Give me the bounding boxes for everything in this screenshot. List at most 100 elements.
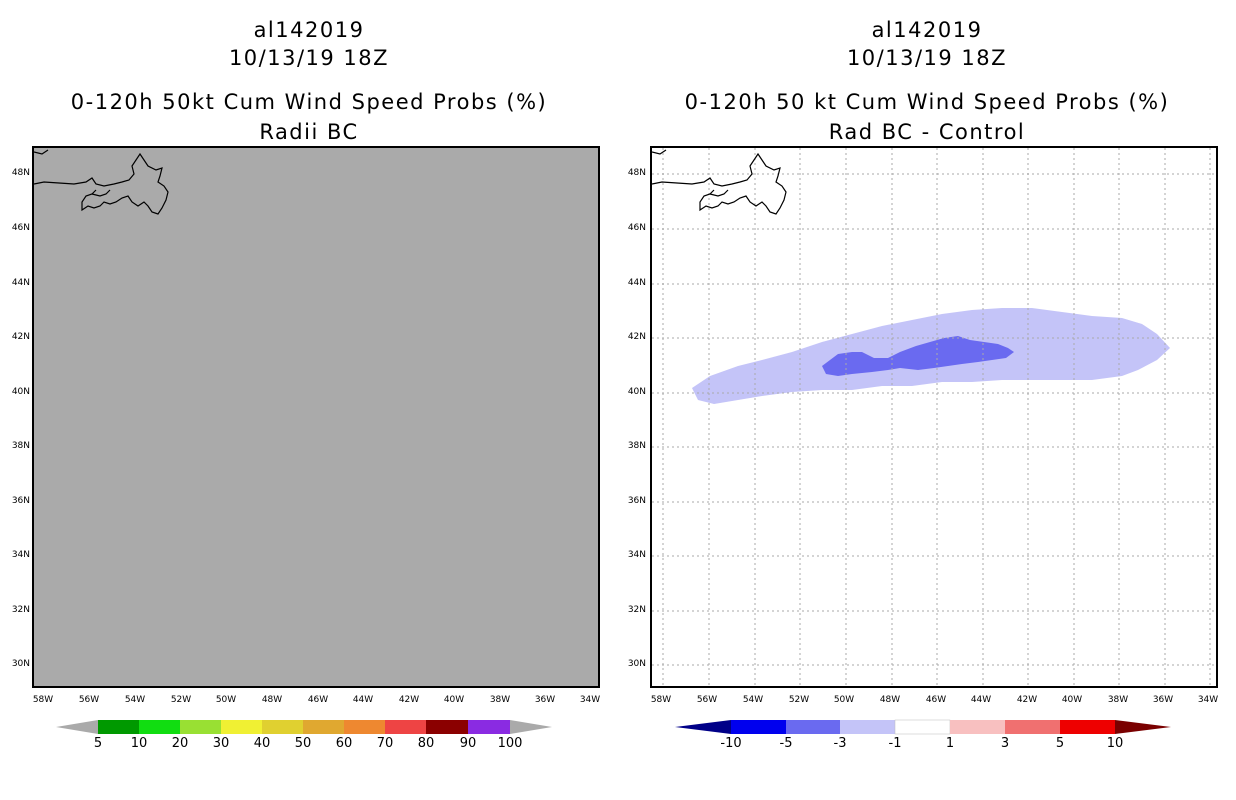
colorbar-swatch — [139, 720, 180, 734]
lon-label: 56W — [78, 695, 100, 705]
colorbar-swatch — [675, 720, 731, 734]
lat-label: 34N — [11, 550, 30, 560]
lon-label: 34W — [1197, 695, 1219, 705]
colorbar-swatch — [950, 720, 1005, 734]
lat-label: 36N — [11, 496, 30, 506]
lat-label: 38N — [11, 441, 30, 451]
lon-label: 56W — [696, 695, 718, 705]
colorbar-label: 80 — [417, 736, 435, 751]
colorbar-swatch — [303, 720, 344, 734]
lat-label: 40N — [11, 387, 30, 397]
grid-lines — [652, 148, 1216, 686]
left-storm-id: al142019 — [253, 18, 365, 42]
right-title: 0-120h 50 kt Cum Wind Speed Probs (%) — [684, 90, 1170, 114]
colorbar-swatch — [731, 720, 786, 734]
lon-label: 52W — [170, 695, 192, 705]
colorbar-label: 10 — [130, 736, 148, 751]
colorbar-swatch — [262, 720, 303, 734]
lon-label: 42W — [398, 695, 420, 705]
left-colorbar — [56, 720, 552, 734]
lat-label: 40N — [627, 387, 646, 397]
lon-label: 38W — [489, 695, 511, 705]
lon-label: 50W — [215, 695, 237, 705]
colorbar-swatch — [98, 720, 139, 734]
colorbar-label: 1 — [945, 736, 955, 751]
colorbar-swatch — [344, 720, 385, 734]
right-datetime: 10/13/19 18Z — [846, 46, 1008, 70]
left-datetime: 10/13/19 18Z — [228, 46, 390, 70]
lon-label: 48W — [261, 695, 283, 705]
colorbar-label: 60 — [335, 736, 353, 751]
lon-label: 54W — [124, 695, 146, 705]
right-panel: al142019 10/13/19 18Z 0-120h 50 kt Cum W… — [618, 0, 1236, 800]
lon-label: 50W — [833, 695, 855, 705]
colorbar-label: 100 — [497, 736, 523, 751]
colorbar-label: 3 — [1000, 736, 1010, 751]
lon-label: 52W — [788, 695, 810, 705]
colorbar-swatch — [426, 720, 468, 734]
lat-label: 36N — [627, 496, 646, 506]
lat-label: 42N — [11, 332, 30, 342]
lon-label: 58W — [32, 695, 54, 705]
colorbar-label: -3 — [833, 736, 847, 751]
lon-label: 34W — [579, 695, 601, 705]
left-coastline — [34, 149, 169, 215]
lon-label: 40W — [1061, 695, 1083, 705]
lat-label: 44N — [627, 278, 646, 288]
colorbar-label: -5 — [779, 736, 793, 751]
colorbar-swatch — [1005, 720, 1060, 734]
lon-label: 40W — [443, 695, 465, 705]
right-coastline — [652, 149, 787, 215]
lat-label: 30N — [11, 659, 30, 669]
colorbar-swatch — [840, 720, 895, 734]
left-panel: al142019 10/13/19 18Z 0-120h 50kt Cum Wi… — [11, 18, 601, 751]
left-subtitle: Radii BC — [259, 120, 359, 144]
lon-label: 38W — [1107, 695, 1129, 705]
lat-label: 46N — [627, 223, 646, 233]
colorbar-swatch — [894, 719, 951, 735]
colorbar-swatch — [1115, 720, 1171, 734]
colorbar-swatch — [180, 720, 221, 734]
colorbar-label: 5 — [93, 736, 103, 751]
lat-label: 30N — [627, 659, 646, 669]
right-map-canvas — [652, 148, 1216, 686]
left-map — [32, 146, 600, 688]
right-colorbar — [675, 719, 1171, 735]
lon-label: 54W — [742, 695, 764, 705]
colorbar-label: 90 — [459, 736, 477, 751]
colorbar-label: -1 — [888, 736, 902, 751]
lon-label: 42W — [1016, 695, 1038, 705]
right-storm-id: al142019 — [871, 18, 983, 42]
lon-label: 58W — [650, 695, 672, 705]
colorbar-swatch — [786, 720, 840, 734]
lon-label: 44W — [352, 695, 374, 705]
lat-label: 42N — [627, 332, 646, 342]
colorbar-swatch — [468, 720, 510, 734]
lon-label: 48W — [879, 695, 901, 705]
colorbar-swatch — [510, 720, 552, 734]
lat-label: 46N — [11, 223, 30, 233]
lon-label: 44W — [970, 695, 992, 705]
colorbar-label: -10 — [720, 736, 742, 751]
right-map — [650, 146, 1218, 688]
colorbar-swatch — [221, 720, 262, 734]
colorbar-label: 50 — [294, 736, 312, 751]
lat-label: 44N — [11, 278, 30, 288]
dark-difference-region — [822, 336, 1014, 376]
lon-label: 46W — [307, 695, 329, 705]
lat-label: 48N — [627, 168, 646, 178]
lon-label: 36W — [534, 695, 556, 705]
colorbar-swatch — [1060, 720, 1115, 734]
colorbar-label: 10 — [1106, 736, 1124, 751]
lat-label: 48N — [11, 168, 30, 178]
colorbar-label: 40 — [253, 736, 271, 751]
left-title: 0-120h 50kt Cum Wind Speed Probs (%) — [70, 90, 548, 114]
lat-label: 32N — [11, 605, 30, 615]
lon-label: 36W — [1152, 695, 1174, 705]
colorbar-label: 5 — [1055, 736, 1065, 751]
colorbar-label: 30 — [212, 736, 230, 751]
lat-label: 32N — [627, 605, 646, 615]
colorbar-label: 20 — [171, 736, 189, 751]
colorbar-swatch — [56, 720, 98, 734]
right-subtitle: Rad BC - Control — [828, 120, 1026, 144]
